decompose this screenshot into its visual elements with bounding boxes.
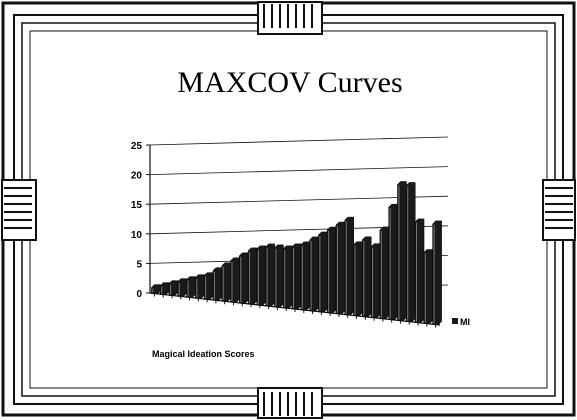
slide: MAXCOV Curves Magical Ideation Scores 0 5… bbox=[0, 0, 577, 420]
y-tick-label: 25 bbox=[131, 141, 143, 152]
chart-title: MAXCOV Curves bbox=[177, 66, 402, 99]
y-tick-label: 10 bbox=[131, 230, 143, 241]
legend-swatch bbox=[452, 318, 458, 324]
background bbox=[0, 0, 577, 420]
y-tick-label: 20 bbox=[131, 171, 143, 182]
y-tick-label: 5 bbox=[136, 259, 142, 270]
y-tick-label: 15 bbox=[131, 200, 143, 211]
x-axis-title: Magical Ideation Scores bbox=[152, 349, 255, 359]
y-tick-label: 0 bbox=[136, 289, 142, 300]
legend-label: MI bbox=[460, 317, 470, 327]
